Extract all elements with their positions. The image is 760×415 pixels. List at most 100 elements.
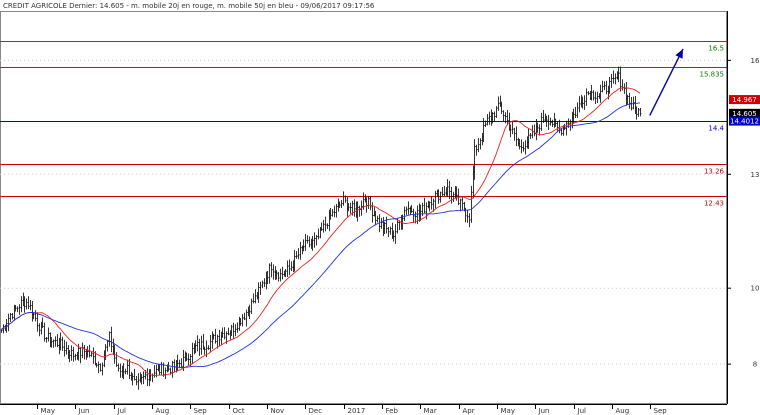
- ohlc-bar: [223, 327, 226, 340]
- ohlc-bar: [95, 362, 98, 368]
- ohlc-bar: [270, 262, 273, 278]
- ohlc-bar: [617, 66, 620, 83]
- ohlc-bar: [302, 239, 305, 252]
- ohlc-bar: [396, 218, 399, 234]
- ohlc-bar: [482, 118, 485, 143]
- ohlc-bar: [441, 186, 444, 196]
- ohlc-bar: [304, 233, 307, 251]
- x-tick-label: May: [41, 407, 55, 415]
- ohlc-bar: [576, 102, 579, 118]
- ohlc-bar: [198, 338, 201, 356]
- ohlc-bar: [110, 326, 113, 353]
- y-tick-label: 8: [753, 361, 757, 369]
- ohlc-bar: [20, 296, 23, 313]
- ohlc-bar: [338, 201, 341, 208]
- x-tick-label: Aug: [616, 407, 630, 415]
- ohlc-bar: [610, 73, 613, 88]
- ohlc-bar: [194, 340, 197, 354]
- ohlc-bar: [36, 312, 39, 332]
- ohlc-bar: [254, 289, 257, 304]
- ohlc-bar: [286, 260, 289, 278]
- ohlc-bar: [383, 221, 386, 234]
- ohlc-bar: [146, 368, 149, 387]
- ohlc-bar: [133, 368, 136, 381]
- ohlc-bar: [284, 268, 287, 278]
- ohlc-bar: [326, 223, 329, 230]
- price-tag: 14.967: [729, 95, 760, 105]
- y-tick-label: 13: [751, 171, 760, 179]
- x-tick-label: Mar: [424, 407, 437, 415]
- ohlc-bar: [497, 96, 500, 111]
- arrow-head: [675, 48, 683, 59]
- ohlc-bar: [293, 249, 296, 272]
- ohlc-bar: [29, 300, 32, 311]
- ohlc-bar: [295, 251, 298, 259]
- ohlc-bar: [79, 347, 82, 364]
- ohlc-bar: [250, 298, 253, 314]
- ohlc-bar: [423, 197, 426, 214]
- ohlc-bar: [599, 84, 602, 103]
- ohlc-bar: [459, 198, 462, 212]
- x-tick-label: Feb: [386, 407, 399, 415]
- ohlc-bar: [214, 328, 217, 344]
- ohlc-bar: [574, 106, 577, 119]
- price-tag: 14.4012: [729, 116, 760, 126]
- ohlc-bar: [437, 189, 440, 204]
- ohlc-bar: [158, 364, 161, 376]
- ma20-line: [0, 87, 641, 376]
- ohlc-bar: [367, 196, 370, 209]
- ohlc-bar: [164, 367, 167, 380]
- ohlc-bar: [614, 73, 617, 85]
- ohlc-bar: [306, 235, 309, 244]
- ohlc-bar: [551, 119, 554, 128]
- ohlc-bar: [232, 322, 235, 339]
- x-tick-label: May: [501, 407, 515, 415]
- ohlc-bar: [277, 271, 280, 282]
- ohlc-bar: [131, 373, 134, 386]
- ohlc-bar: [203, 346, 206, 355]
- ohlc-bar: [493, 111, 496, 122]
- ohlc-bar: [632, 96, 635, 110]
- ohlc-bar: [486, 114, 489, 126]
- ohlc-bar: [547, 114, 550, 130]
- chart-title: CREDIT AGRICOLE Dernier: 14.605 - m. mob…: [3, 2, 375, 10]
- ohlc-bar: [392, 230, 395, 242]
- horizontal-levels: 16.5 15.835 14.4 13.26 12.43: [0, 41, 727, 208]
- ohlc-bar: [533, 124, 536, 137]
- ohlc-bar: [290, 261, 293, 271]
- ohlc-bar: [583, 95, 586, 110]
- ohlc-bar: [173, 359, 176, 372]
- ohlc-bar: [52, 339, 55, 348]
- x-tick-label: Oct: [233, 407, 245, 415]
- ohlc-bar: [137, 373, 140, 390]
- ohlc-bar: [108, 331, 111, 347]
- ohlc-bar: [275, 270, 278, 280]
- ohlc-bar: [72, 346, 75, 362]
- ohlc-bar: [369, 196, 372, 211]
- x-tick-label: 2017: [348, 407, 366, 415]
- ohlc-bar: [554, 118, 557, 127]
- ohlc-bar: [353, 199, 356, 217]
- ohlc-bar: [50, 337, 53, 348]
- ohlc-bar: [2, 324, 5, 334]
- ohlc-bar: [178, 359, 181, 369]
- ohlc-bar: [628, 92, 631, 109]
- price-tag-label: 14.4012: [730, 118, 759, 126]
- ohlc-bar: [97, 361, 100, 374]
- ohlc-bar: [257, 282, 260, 304]
- ohlc-bar: [387, 226, 390, 238]
- ohlc-bar: [324, 216, 327, 232]
- ohlc-bar: [167, 361, 170, 372]
- ohlc-bar: [619, 66, 622, 92]
- ohlc-bar: [578, 96, 581, 113]
- ohlc-bar: [124, 368, 127, 375]
- ohlc-bar: [14, 305, 17, 312]
- ohlc-bar: [34, 310, 37, 322]
- ohlc-bar: [209, 334, 212, 352]
- x-tick-label: Dec: [309, 407, 323, 415]
- ohlc-bar: [128, 358, 131, 380]
- ohlc-bar: [11, 313, 14, 320]
- ohlc-bar: [252, 293, 255, 304]
- ohlc-bar: [450, 186, 453, 204]
